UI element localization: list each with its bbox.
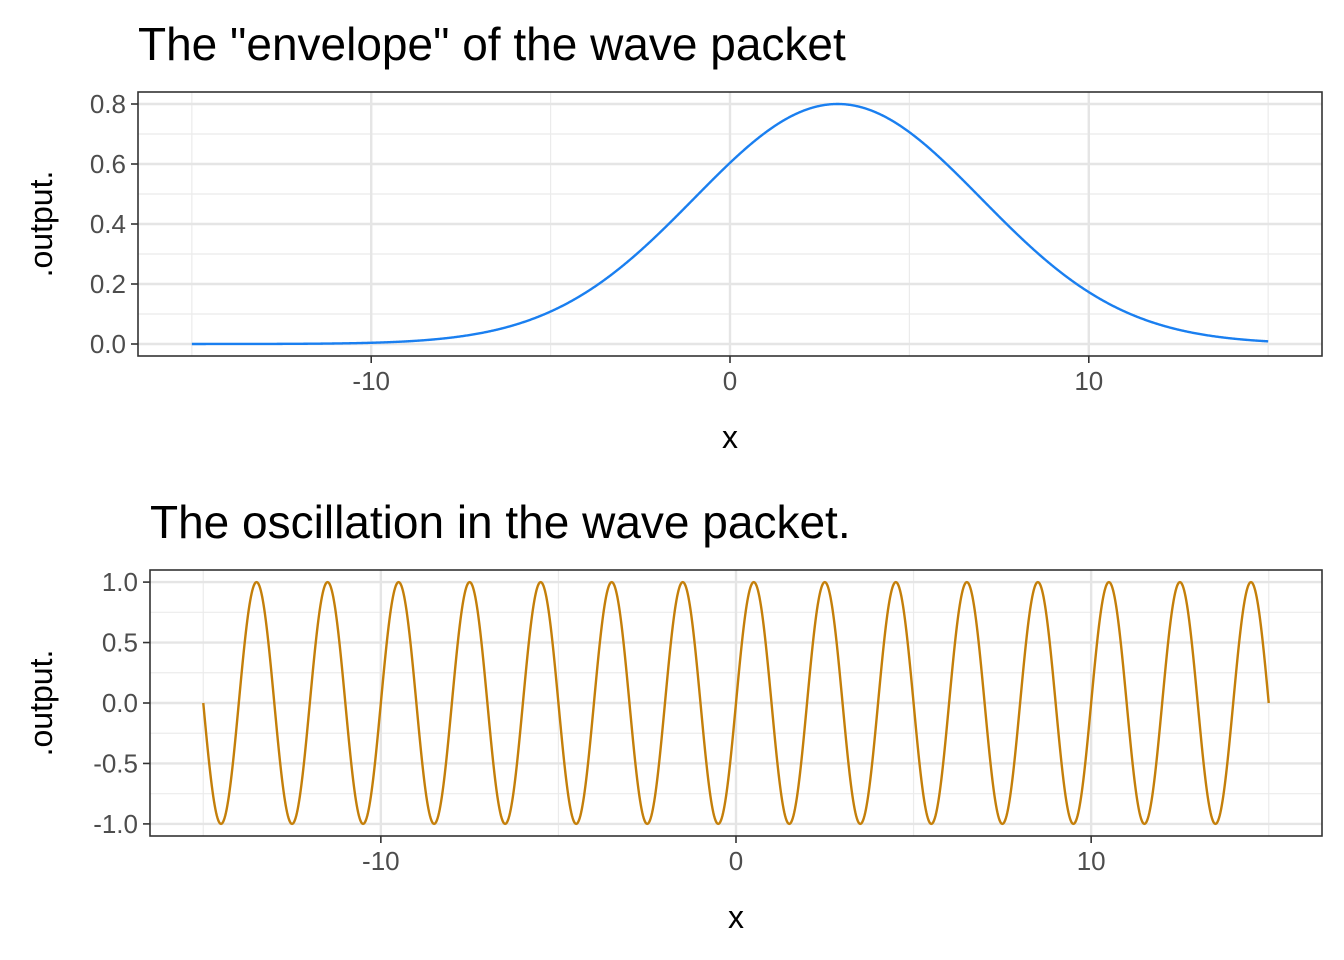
y-tick-label: 0.5 bbox=[102, 628, 138, 658]
x-tick-label: 10 bbox=[1074, 366, 1103, 396]
y-tick-label: 0.8 bbox=[90, 89, 126, 119]
x-tick-label: 10 bbox=[1077, 846, 1106, 876]
x-axis-title-envelope: x bbox=[722, 419, 738, 455]
x-tick-label: 0 bbox=[723, 366, 737, 396]
chart-title-envelope: The "envelope" of the wave packet bbox=[138, 18, 846, 70]
series-line-oscillation bbox=[202, 580, 1270, 826]
y-axis-title-envelope: .output. bbox=[23, 171, 59, 278]
x-axis-title-oscillation: x bbox=[728, 899, 744, 935]
y-tick-label: 0.0 bbox=[102, 688, 138, 718]
chart-title-oscillation: The oscillation in the wave packet. bbox=[150, 496, 851, 548]
y-tick-label: 0.0 bbox=[90, 329, 126, 359]
axis-ticks-envelope: -10 0 10 0.0 0.2 0.4 0.6 0.8 bbox=[90, 89, 1103, 396]
y-tick-label: 0.2 bbox=[90, 269, 126, 299]
chart-oscillation: The oscillation in the wave packet. -10 0… bbox=[23, 496, 1323, 935]
y-axis-title-oscillation: .output. bbox=[23, 650, 59, 757]
y-tick-label: -0.5 bbox=[93, 748, 138, 778]
axis-ticks-oscillation: -10 0 10 -1.0 -0.5 0.0 0.5 1.0 bbox=[93, 567, 1105, 876]
y-tick-label: 0.6 bbox=[90, 149, 126, 179]
chart-envelope: The "envelope" of the wave packet -10 0 10… bbox=[23, 18, 1323, 455]
y-tick-label: -1.0 bbox=[93, 809, 138, 839]
x-tick-label: 0 bbox=[729, 846, 743, 876]
x-tick-label: -10 bbox=[362, 846, 400, 876]
x-tick-label: -10 bbox=[352, 366, 390, 396]
y-tick-label: 1.0 bbox=[102, 567, 138, 597]
y-tick-label: 0.4 bbox=[90, 209, 126, 239]
series-line-envelope bbox=[191, 102, 1269, 346]
